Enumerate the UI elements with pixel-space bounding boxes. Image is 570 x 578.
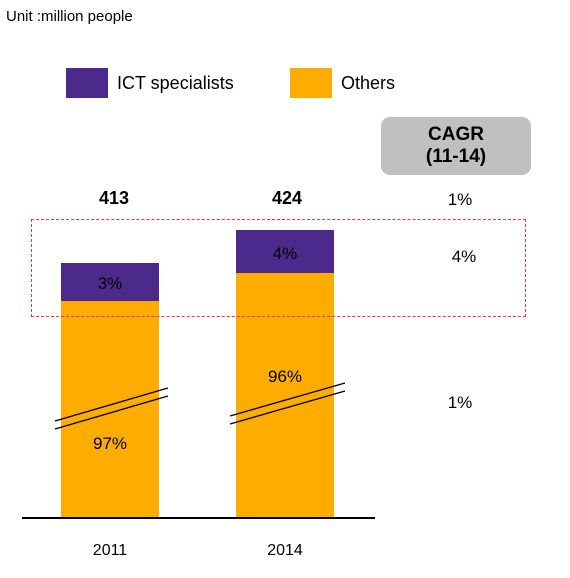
axis-break-line-2014-0: [229, 382, 346, 417]
bar-label-others-2011: 97%: [92, 434, 128, 453]
x-tick-2011: 2011: [92, 542, 128, 559]
cagr-total-value: 1%: [447, 190, 473, 209]
bar-label-others-2014: 96%: [267, 367, 303, 386]
cagr-period: (11-14): [425, 146, 487, 167]
total-label-2014: 424: [271, 188, 303, 208]
cagr-title: CAGR: [428, 124, 484, 145]
cagr-others-value: 1%: [447, 393, 473, 412]
legend-swatch-ict: [66, 68, 108, 98]
x-tick-2014: 2014: [267, 542, 303, 559]
unit-label: Unit :million people: [6, 8, 133, 25]
legend-label-others: Others: [341, 73, 396, 93]
bar-label-ict-2014: 4%: [272, 244, 298, 263]
bar-ict-2011: [61, 263, 159, 301]
bar-ict-2014: [236, 230, 334, 273]
cagr-header: CAGR (11-14): [381, 117, 531, 175]
total-label-2011: 413: [98, 188, 130, 208]
axis-break-line-2011-1: [54, 395, 169, 430]
cagr-ict-value: 4%: [451, 247, 477, 266]
axis-break-line-2011-0: [54, 387, 169, 422]
legend-label-ict: ICT specialists: [117, 73, 234, 93]
x-axis-line: [22, 517, 375, 519]
bar-label-ict-2011: 3%: [97, 274, 123, 293]
bar-others-2011: [61, 301, 159, 517]
axis-break-line-2014-1: [229, 390, 346, 425]
bar-others-2014: [236, 273, 334, 517]
ict-highlight-box: [31, 219, 526, 317]
legend-swatch-others: [290, 68, 332, 98]
